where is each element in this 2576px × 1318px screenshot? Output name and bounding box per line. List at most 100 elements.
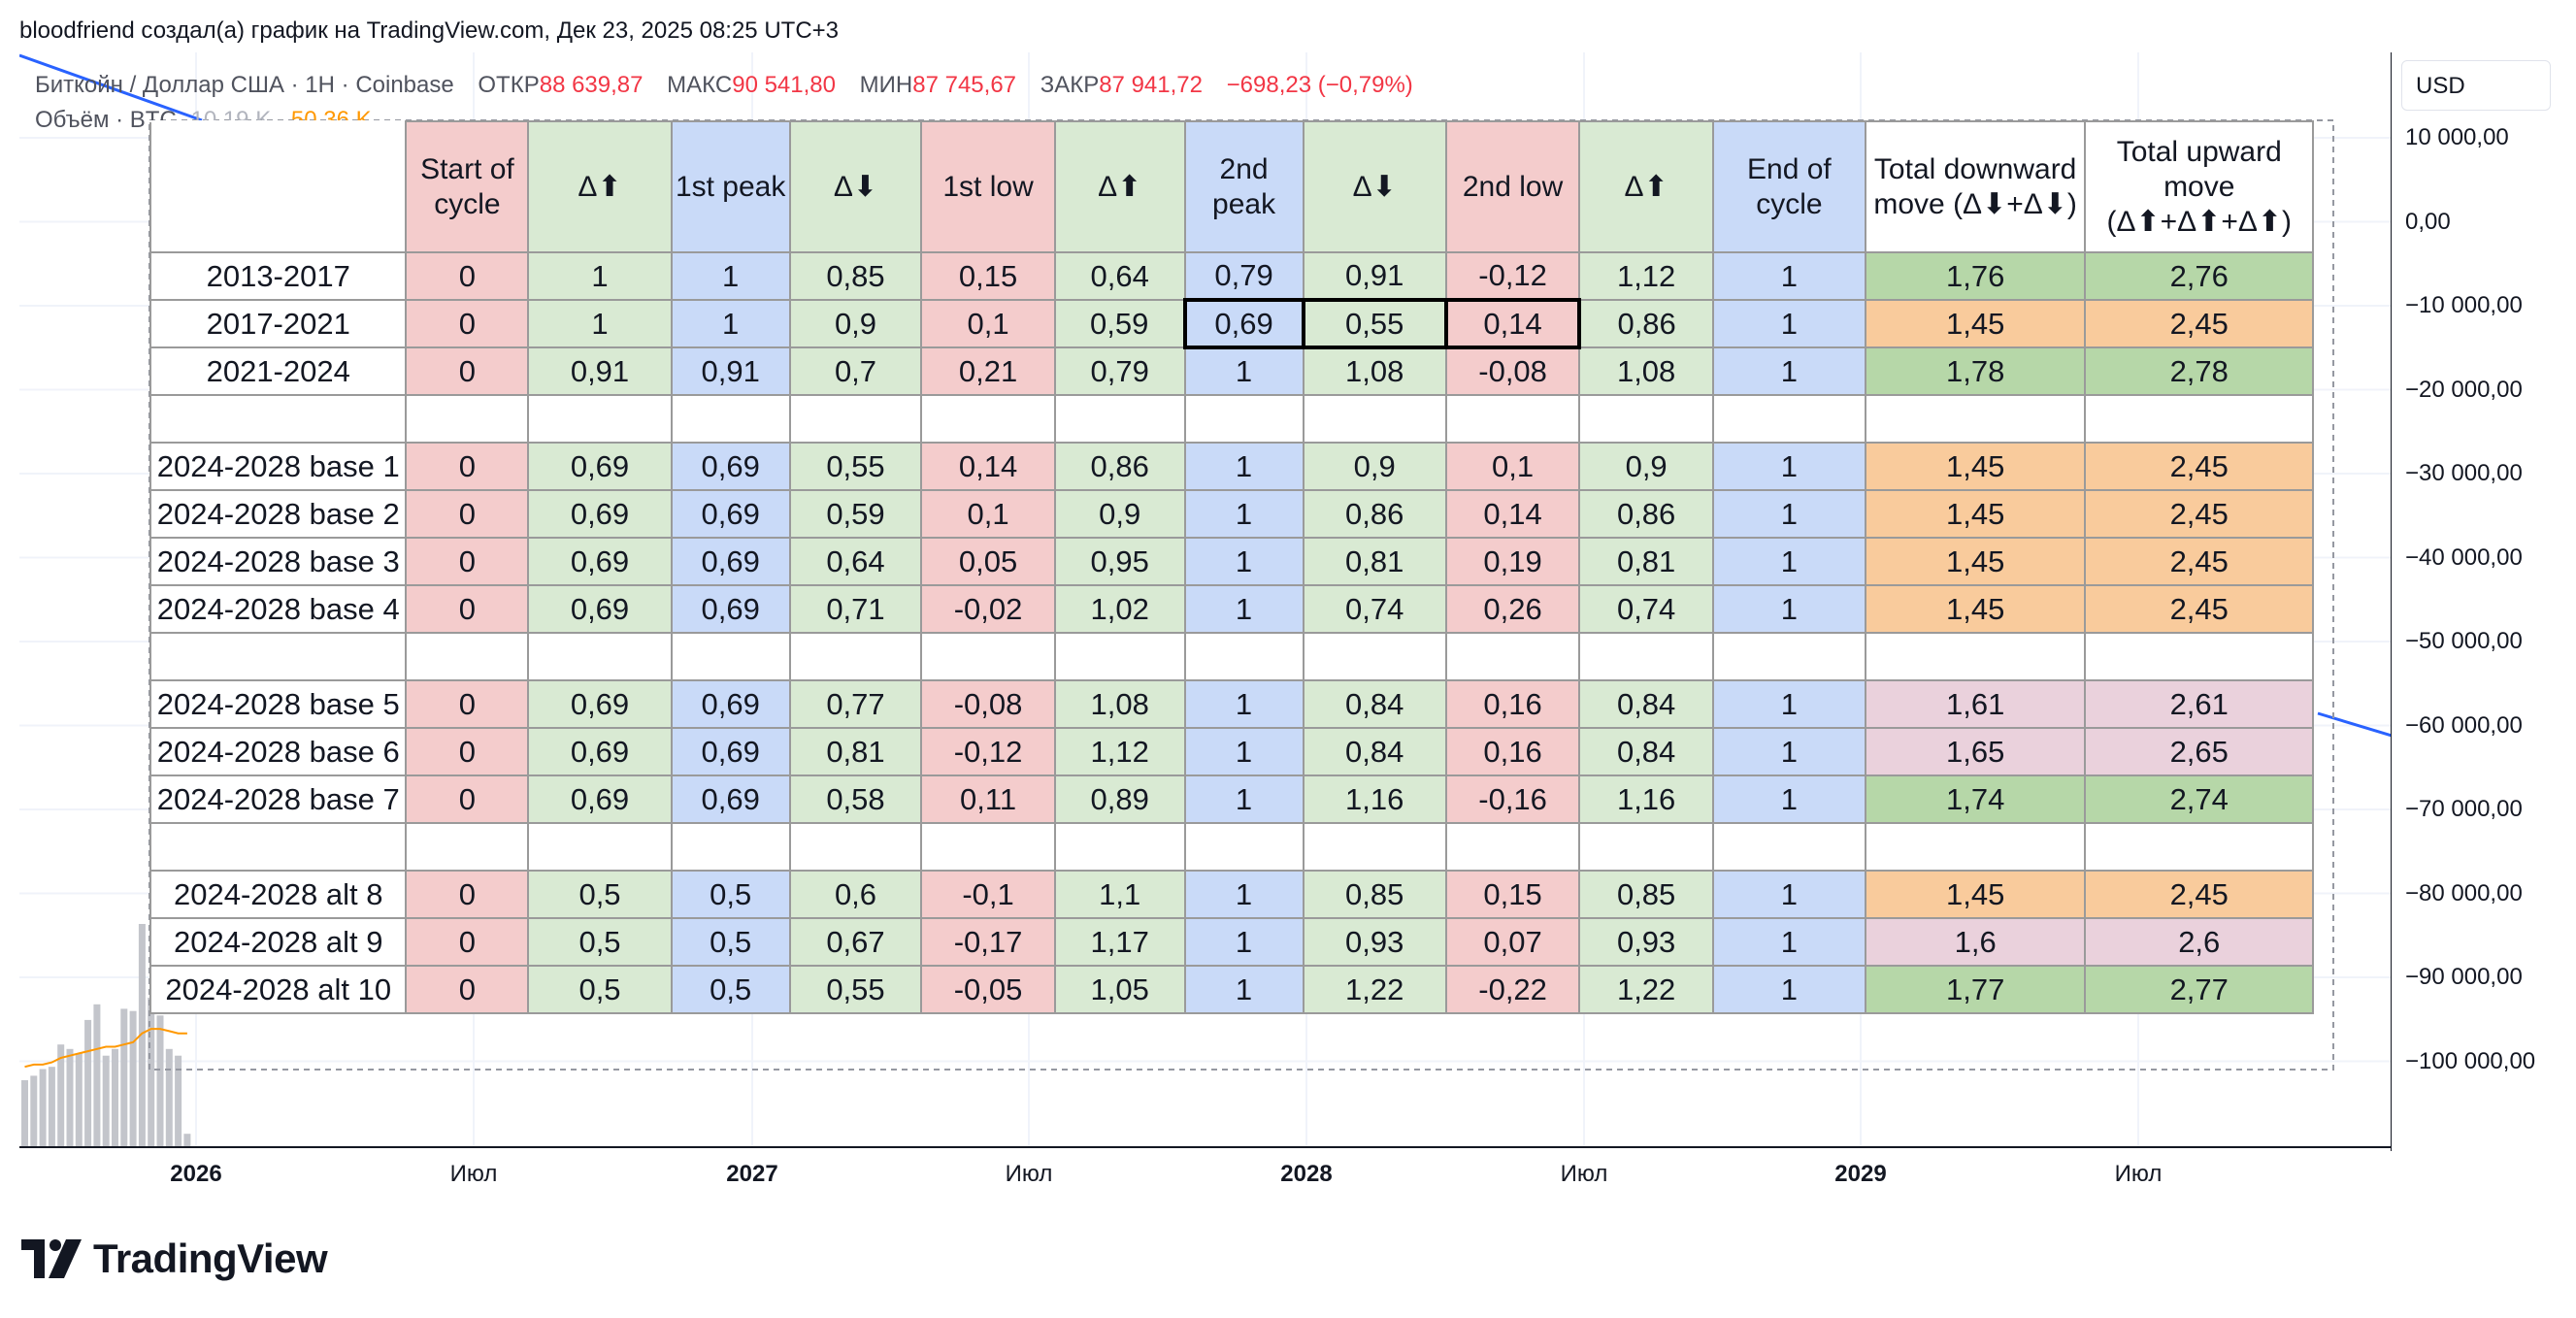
- table-cell: 0: [405, 965, 530, 1014]
- row-label: 2021-2024: [149, 346, 408, 396]
- row-label: 2024-2028 base 1: [149, 442, 408, 491]
- table-cell: 0,69: [670, 584, 791, 634]
- volume-bar: [165, 1048, 173, 1147]
- table-cell: 0,74: [1302, 584, 1447, 634]
- table-cell: 1,08: [1302, 346, 1447, 396]
- table-cell: 0: [405, 584, 530, 634]
- table-cell: 1: [1711, 965, 1866, 1014]
- table-cell: 1,45: [1864, 489, 2087, 539]
- close-value: 87 941,72: [1099, 72, 1203, 98]
- table-cell: 0,89: [1053, 774, 1186, 824]
- column-header: [149, 120, 408, 253]
- time-tick-label: 2026: [170, 1161, 222, 1187]
- price-tick-label: 10 000,00: [2405, 124, 2509, 150]
- table-empty-cell: [527, 394, 673, 444]
- table-row: 2024-2028 base 3 0 0,69 0,69 0,64 0,05 0,95 1 0,…: [149, 537, 2314, 586]
- table-empty-cell: [1444, 394, 1581, 444]
- table-cell: 0,69: [1182, 298, 1305, 349]
- symbol-legend[interactable]: Биткойн / Доллар США · 1H · Coinbase ОТК…: [35, 72, 1413, 99]
- volume-bar: [39, 1069, 47, 1147]
- table-cell: 0,14: [1444, 489, 1581, 539]
- volume-bar: [93, 1004, 101, 1147]
- row-label: 2024-2028 base 6: [149, 727, 408, 776]
- table-cell: 0: [405, 537, 530, 586]
- table-empty-cell: [1864, 394, 2087, 444]
- table-row: 2017-2021 0 1 1 0,9 0,1 0,59 0,69 0,55 0,14 0,86 1 1…: [149, 298, 2314, 349]
- table-cell: 0,84: [1302, 679, 1447, 729]
- currency-selector[interactable]: USD: [2401, 60, 2551, 111]
- volume-bar: [120, 1008, 128, 1147]
- table-empty-cell: [920, 822, 1056, 872]
- table-cell: 1,02: [1053, 584, 1186, 634]
- table-cell: 0: [405, 346, 530, 396]
- table-empty-cell: [1053, 394, 1186, 444]
- table-cell: 1,12: [1578, 251, 1714, 301]
- table-cell: 1: [1183, 774, 1305, 824]
- table-cell: 0,7: [788, 346, 923, 396]
- table-cell: 0,69: [670, 489, 791, 539]
- price-tick-label: −90 000,00: [2405, 964, 2523, 990]
- time-tick-label: 2028: [1280, 1161, 1333, 1187]
- table-selection-box[interactable]: [149, 119, 2334, 1071]
- table-cell: 1: [1183, 537, 1305, 586]
- table-cell: 1: [1711, 870, 1866, 919]
- change-value: −698,23 (−0,79%): [1226, 72, 1413, 98]
- trend-line-upper[interactable]: [19, 53, 203, 122]
- table-cell: 0,14: [920, 442, 1056, 491]
- table-cell: 0,59: [788, 489, 923, 539]
- column-header: End of cycle: [1711, 120, 1866, 253]
- table-cell: 1,08: [1578, 346, 1714, 396]
- table-cell: -0,08: [1444, 346, 1581, 396]
- column-header: Δ⬇: [1302, 120, 1447, 253]
- chart-attribution: bloodfriend создал(а) график на TradingV…: [19, 17, 840, 44]
- volume-bar: [66, 1048, 74, 1147]
- table-cell: 0,21: [920, 346, 1056, 396]
- table-cell: 0,93: [1578, 917, 1714, 967]
- table-cell: 0,15: [1444, 870, 1581, 919]
- volume-bar: [30, 1075, 38, 1147]
- table-empty-cell: [405, 632, 530, 681]
- table-cell: 0,16: [1444, 727, 1581, 776]
- table-cell: 0,69: [527, 584, 673, 634]
- table-cell: 1,16: [1578, 774, 1714, 824]
- table-cell: 0,5: [670, 965, 791, 1014]
- row-label: 2013-2017: [149, 251, 408, 301]
- table-cell: 1,45: [1864, 870, 2087, 919]
- symbol-name[interactable]: Биткойн / Доллар США · 1H · Coinbase: [35, 72, 454, 98]
- table-cell: 0,91: [670, 346, 791, 396]
- table-empty-cell: [405, 394, 530, 444]
- table-empty-cell: [1302, 394, 1447, 444]
- table-cell: 0,67: [788, 917, 923, 967]
- table-cell: 1,16: [1302, 774, 1447, 824]
- volume-bar: [148, 997, 155, 1147]
- table-cell: 0,5: [670, 870, 791, 919]
- table-cell: 0,69: [670, 727, 791, 776]
- table-empty-cell: [1444, 632, 1581, 681]
- table-cell: 1,1: [1053, 870, 1186, 919]
- table-cell: 2,45: [2084, 870, 2314, 919]
- trend-line-lower[interactable]: [2317, 711, 2392, 738]
- time-tick-label: Июл: [449, 1161, 498, 1187]
- table-cell: 1,76: [1864, 251, 2087, 301]
- table-cell: 2,74: [2084, 774, 2314, 824]
- column-header: Total upward move (Δ⬆+Δ⬆+Δ⬆): [2084, 120, 2314, 253]
- table-cell: 0,69: [527, 679, 673, 729]
- table-empty-cell: [788, 394, 923, 444]
- table-cell: 1,61: [1864, 679, 2087, 729]
- table-cell: 0,55: [788, 965, 923, 1014]
- table-cell: 0,5: [527, 870, 673, 919]
- table-cell: 0,14: [1443, 298, 1582, 349]
- table-empty-cell: [1711, 632, 1866, 681]
- tradingview-logo[interactable]: TradingView: [21, 1235, 328, 1283]
- table-cell: 0,81: [1302, 537, 1447, 586]
- price-tick-label: −10 000,00: [2405, 292, 2523, 318]
- table-empty-cell: [149, 822, 408, 872]
- volume-bar: [84, 1019, 92, 1147]
- table-empty-cell: [1183, 632, 1305, 681]
- table-cell: 1: [670, 299, 791, 348]
- table-cell: 1,77: [1864, 965, 2087, 1014]
- table-cell: 0,11: [920, 774, 1056, 824]
- table-cell: 1: [1183, 346, 1305, 396]
- table-cell: -0,12: [1444, 251, 1581, 301]
- column-header: Δ⬆: [527, 120, 673, 253]
